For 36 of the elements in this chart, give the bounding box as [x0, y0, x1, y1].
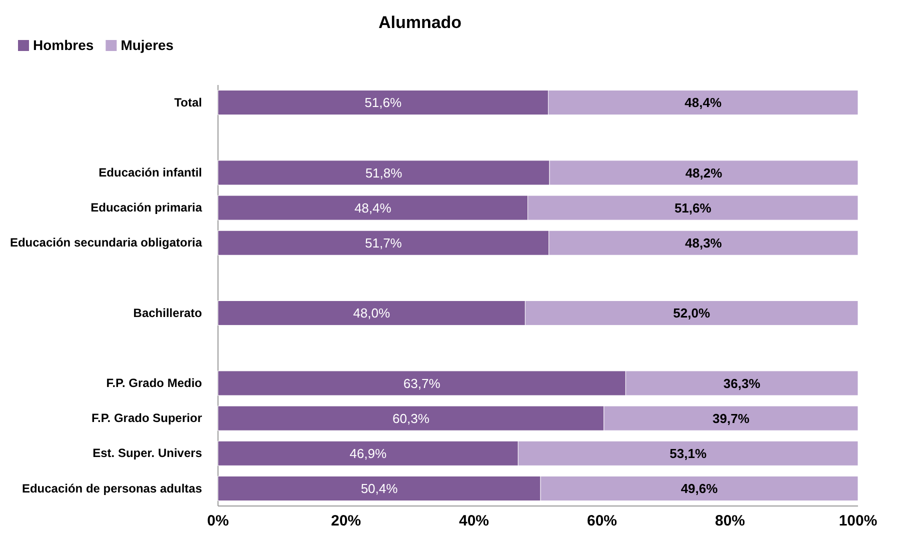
- data-label: 48,3%: [685, 235, 722, 250]
- data-label: 48,2%: [685, 165, 723, 180]
- y-tick-label: Bachillerato: [133, 306, 202, 320]
- x-tick-label: 20%: [330, 512, 362, 530]
- legend-label: Mujeres: [120, 37, 174, 53]
- data-label: 51,6%: [674, 200, 712, 216]
- y-tick-label: Educación infantil: [98, 166, 202, 180]
- y-tick-label: F.P. Grado Medio: [106, 376, 202, 390]
- y-tick-label: Educación de personas adultas: [22, 481, 202, 496]
- data-label: 48,4%: [684, 95, 722, 110]
- x-tick-label: 80%: [714, 512, 746, 530]
- y-tick-label: F.P. Grado Superior: [92, 411, 202, 426]
- x-tick-label: 60%: [586, 512, 618, 530]
- data-label: 36,3%: [723, 376, 761, 391]
- chart-title: Alumnado: [378, 13, 462, 32]
- data-label: 51,6%: [364, 95, 402, 110]
- data-label: 48,4%: [354, 200, 392, 216]
- y-tick-label: Total: [174, 95, 202, 110]
- x-tick-label: 0%: [207, 512, 229, 530]
- y-tick-label: Educación primaria: [90, 200, 202, 215]
- data-label: 46,9%: [350, 446, 387, 461]
- legend-label: Hombres: [33, 37, 94, 53]
- y-tick-label: Educación secundaria obligatoria: [10, 236, 202, 250]
- data-label: 51,8%: [365, 165, 403, 180]
- data-label: 63,7%: [403, 376, 441, 391]
- y-tick-label: Est. Super. Univers: [92, 446, 202, 460]
- data-label: 49,6%: [680, 481, 718, 496]
- data-label: 39,7%: [712, 410, 750, 426]
- data-label: 53,1%: [670, 446, 707, 461]
- data-label: 60,3%: [392, 410, 430, 426]
- data-label: 48,0%: [353, 306, 390, 321]
- x-tick-label: 40%: [458, 512, 490, 530]
- data-label: 51,7%: [365, 235, 402, 250]
- data-label: 50,4%: [360, 481, 398, 496]
- x-tick-label: 100%: [838, 512, 878, 530]
- data-label: 52,0%: [673, 306, 710, 321]
